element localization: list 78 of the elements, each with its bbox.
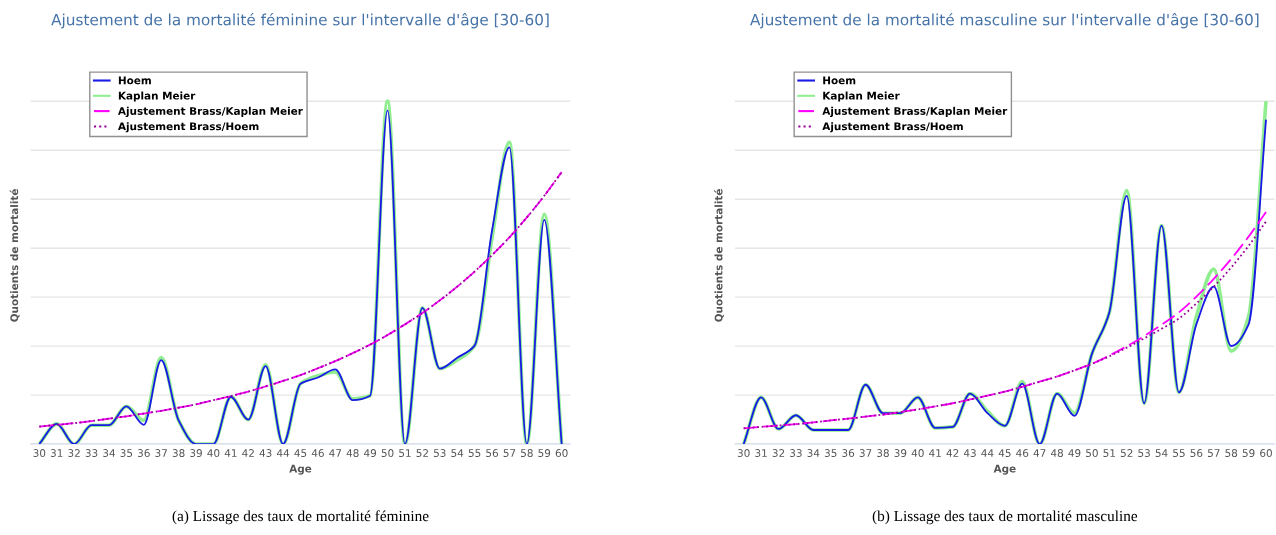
- y-axis-title: Quotients de mortalité: [9, 189, 20, 322]
- x-tick-label: 45: [998, 449, 1011, 457]
- x-tick-label: 59: [1242, 449, 1255, 457]
- x-tick-label: 54: [451, 449, 464, 457]
- legend-label: Hoem: [823, 76, 856, 85]
- x-tick-label: 57: [1207, 449, 1220, 457]
- x-tick-label: 33: [790, 449, 802, 457]
- x-tick-label: 50: [1086, 449, 1098, 457]
- x-tick-label: 59: [538, 449, 551, 457]
- x-tick-label: 34: [807, 449, 820, 457]
- x-tick-label: 53: [1138, 449, 1150, 457]
- x-tick-label: 49: [364, 449, 377, 457]
- x-tick-label: 42: [946, 449, 959, 457]
- x-tick-label: 43: [259, 449, 272, 457]
- x-tick-label: 55: [1173, 449, 1185, 457]
- x-tick-label: 30: [737, 449, 750, 457]
- x-tick-label: 36: [137, 449, 150, 457]
- x-tick-label: 35: [120, 449, 133, 457]
- x-tick-label: 56: [1190, 449, 1203, 457]
- x-tick-label: 44: [981, 449, 994, 457]
- x-tick-label: 40: [911, 449, 924, 457]
- legend-label: Hoem: [118, 76, 151, 85]
- legend-label: Ajustement Brass/Hoem: [117, 122, 259, 133]
- x-tick-label: 47: [329, 449, 342, 457]
- x-axis-title: Age: [289, 464, 312, 475]
- x-tick-label: 31: [755, 449, 767, 457]
- text: (a) Lissage des taux de mortalité féminine: [172, 510, 429, 525]
- x-tick-label: 30: [33, 449, 46, 457]
- x-tick-label: 45: [294, 449, 307, 457]
- text: (b) Lissage des taux de mortalité masculine: [872, 510, 1138, 525]
- x-tick-label: 52: [1120, 449, 1133, 457]
- x-tick-label: 39: [190, 449, 202, 457]
- x-tick-label: 43: [963, 449, 976, 457]
- x-tick-label: 52: [416, 449, 428, 457]
- x-tick-label: 32: [772, 449, 785, 457]
- x-tick-label: 48: [1050, 449, 1063, 457]
- legend-label: Ajustement Brass/Hoem: [822, 122, 963, 133]
- x-tick-label: 54: [1155, 449, 1168, 457]
- x-tick-label: 31: [50, 449, 63, 457]
- x-tick-label: 37: [155, 449, 167, 457]
- x-tick-label: 33: [85, 449, 98, 457]
- x-tick-label: 56: [486, 449, 498, 457]
- legend-label: Kaplan Meier: [823, 91, 900, 102]
- x-tick-label: 39: [894, 449, 907, 457]
- x-tick-label: 53: [433, 449, 446, 457]
- x-tick-label: 58: [1225, 449, 1238, 457]
- x-tick-label: 51: [1103, 449, 1115, 457]
- x-tick-label: 47: [1033, 449, 1046, 457]
- x-tick-label: 60: [1260, 449, 1272, 457]
- x-tick-label: 55: [468, 449, 481, 457]
- x-tick-label: 46: [311, 449, 324, 457]
- x-tick-label: 41: [929, 449, 941, 457]
- x-tick-label: 40: [207, 449, 220, 457]
- x-tick-label: 48: [346, 449, 359, 457]
- x-tick-label: 32: [68, 449, 80, 457]
- x-tick-label: 36: [842, 449, 855, 457]
- x-tick-label: 57: [503, 449, 516, 457]
- x-tick-label: 38: [172, 449, 185, 457]
- chart-title: Ajustement de la mortalité féminine sur l'intervalle d'âge [30-60]: [51, 12, 549, 29]
- y-axis-title: Quotients de mortalité: [714, 189, 724, 322]
- x-tick-label: 51: [399, 449, 411, 457]
- x-tick-label: 60: [555, 449, 568, 457]
- x-tick-label: 41: [224, 449, 237, 457]
- legend-label: Ajustement Brass/Kaplan Meier: [822, 106, 1008, 117]
- x-tick-label: 58: [521, 449, 533, 457]
- legend-label: Ajustement Brass/Kaplan Meier: [117, 106, 303, 117]
- x-tick-label: 38: [877, 449, 889, 457]
- legend-label: Kaplan Meier: [118, 91, 196, 102]
- x-axis-title: Age: [993, 464, 1016, 475]
- x-tick-label: 34: [103, 449, 116, 457]
- chart-title: Ajustement de la mortalité masculine sur l'intervalle d'âge [30-60]: [750, 12, 1259, 29]
- x-tick-label: 46: [1016, 449, 1029, 457]
- x-tick-label: 44: [276, 449, 290, 457]
- x-tick-label: 35: [824, 449, 837, 457]
- x-tick-label: 42: [242, 449, 254, 457]
- x-tick-label: 37: [859, 449, 872, 457]
- x-tick-label: 50: [381, 449, 394, 457]
- x-tick-label: 49: [1068, 449, 1081, 457]
